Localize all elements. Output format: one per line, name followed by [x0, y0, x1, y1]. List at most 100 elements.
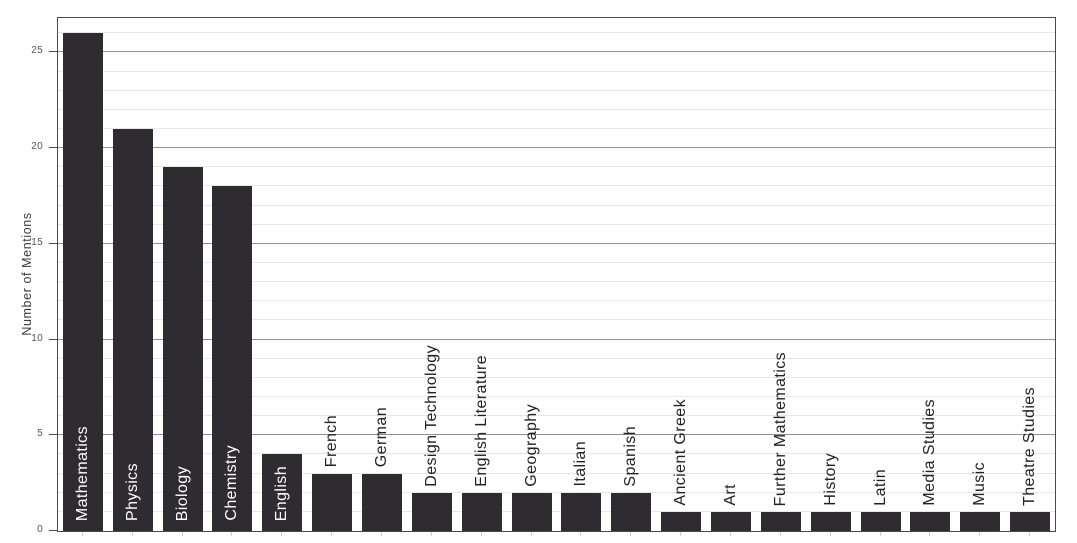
minor-gridline	[58, 415, 1055, 417]
plot-area: Mathematics Physics Biology Chemistry Englis…	[57, 17, 1056, 532]
minor-gridline	[58, 491, 1055, 493]
y-tick-label: 25	[31, 45, 43, 57]
bar-label: Chemistry	[223, 445, 241, 521]
y-tick-mark	[49, 530, 57, 531]
bar-label: History	[821, 453, 839, 506]
major-gridline	[58, 51, 1055, 53]
bar	[511, 492, 552, 531]
x-tick-mark	[181, 532, 183, 536]
x-tick-mark	[580, 532, 582, 536]
x-tick-mark	[381, 532, 383, 536]
minor-gridline	[58, 166, 1055, 168]
x-tick-mark	[829, 532, 831, 536]
y-tick-label: 20	[31, 141, 43, 153]
minor-gridline	[58, 108, 1055, 110]
x-tick-mark	[1029, 532, 1031, 536]
bar	[62, 33, 103, 531]
minor-gridline	[58, 128, 1055, 130]
minor-gridline	[58, 472, 1055, 474]
bar-label: Geography	[522, 403, 540, 487]
bar-label: English	[273, 465, 291, 521]
bar	[710, 511, 751, 531]
bar	[1010, 511, 1051, 531]
bar	[661, 511, 702, 531]
bar-label: Physics	[123, 463, 141, 521]
major-gridline	[58, 147, 1055, 149]
x-tick-mark	[929, 532, 931, 536]
x-tick-mark	[281, 532, 283, 536]
bar-label: Theatre Studies	[1020, 386, 1038, 506]
y-tick-label: 0	[37, 524, 43, 535]
x-tick-mark	[729, 532, 731, 536]
y-tick-mark	[49, 338, 57, 340]
bar	[810, 511, 851, 531]
bar-label: Music	[971, 462, 989, 506]
bar	[162, 167, 203, 531]
minor-gridline	[58, 262, 1055, 264]
bar	[112, 129, 153, 531]
x-tick-mark	[331, 532, 333, 536]
bar-label: Latin	[871, 469, 889, 506]
x-tick-mark	[680, 532, 682, 536]
x-tick-mark	[630, 532, 632, 536]
x-tick-mark	[480, 532, 482, 536]
minor-gridline	[58, 70, 1055, 72]
bar	[312, 473, 353, 531]
bar	[611, 492, 652, 531]
x-tick-mark	[530, 532, 532, 536]
y-tick-label: 5	[37, 428, 43, 440]
y-tick-label: 15	[31, 236, 43, 248]
minor-gridline	[58, 300, 1055, 302]
minor-gridline	[58, 281, 1055, 283]
bar	[760, 511, 801, 531]
x-tick-mark	[231, 532, 233, 536]
minor-gridline	[58, 357, 1055, 359]
y-tick-mark	[49, 434, 57, 436]
bar-label: Design Technology	[422, 345, 440, 487]
minor-gridline	[58, 185, 1055, 187]
bar	[860, 511, 901, 531]
bar-label: Biology	[173, 465, 191, 521]
minor-gridline	[58, 510, 1055, 512]
y-tick-mark	[49, 51, 57, 53]
bar	[960, 511, 1001, 531]
bar	[461, 492, 502, 531]
x-tick-mark	[131, 532, 133, 536]
bar	[212, 186, 253, 531]
bar-label: Art	[721, 484, 739, 506]
bar-label: Mathematics	[73, 425, 91, 521]
minor-gridline	[58, 204, 1055, 206]
bar-label: Spanish	[622, 426, 640, 487]
minor-gridline	[58, 223, 1055, 225]
bar-label: Ancient Greek	[671, 399, 689, 506]
minor-gridline	[58, 319, 1055, 321]
x-tick-mark	[779, 532, 781, 536]
x-tick-mark	[430, 532, 432, 536]
bar-label: Italian	[572, 441, 590, 487]
bar-label: French	[322, 415, 340, 468]
y-tick-label: 10	[31, 332, 43, 344]
minor-gridline	[58, 453, 1055, 455]
bar	[561, 492, 602, 531]
major-gridline	[58, 338, 1055, 340]
minor-gridline	[58, 396, 1055, 398]
x-tick-mark	[879, 532, 881, 536]
bar	[910, 511, 951, 531]
minor-gridline	[58, 89, 1055, 91]
bar-label: German	[372, 407, 390, 468]
bar	[262, 454, 303, 531]
bar-label: Further Mathematics	[771, 351, 789, 506]
major-gridline	[58, 434, 1055, 436]
major-gridline	[58, 242, 1055, 244]
minor-gridline	[58, 376, 1055, 378]
y-axis-title: Number of Mentions	[20, 211, 34, 336]
x-tick-mark	[979, 532, 981, 536]
minor-gridline	[58, 32, 1055, 34]
bar	[362, 473, 403, 531]
y-tick-mark	[49, 147, 57, 149]
x-tick-mark	[81, 532, 83, 536]
bar-label: Media Studies	[921, 399, 939, 506]
bar-label: English Literature	[472, 355, 490, 487]
y-tick-mark	[49, 242, 57, 244]
